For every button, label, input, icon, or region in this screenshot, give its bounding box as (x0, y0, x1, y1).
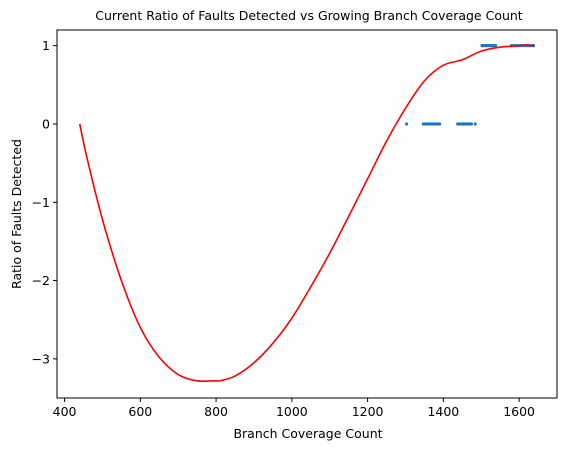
x-tick-label: 1000 (276, 404, 308, 419)
y-tick-label: 1 (42, 38, 50, 53)
scatter-point (494, 44, 498, 48)
x-tick-label: 400 (53, 404, 77, 419)
y-ticks: −3 −2 −1 0 1 (32, 38, 57, 366)
y-axis-label: Ratio of Faults Detected (9, 139, 24, 289)
x-tick-label: 1200 (352, 404, 384, 419)
fit-line (78, 44, 535, 383)
y-tick-label: −2 (32, 273, 50, 288)
scatter-point (405, 122, 409, 126)
x-ticks: 400 600 800 1000 1200 1400 1600 (53, 398, 535, 419)
plot-area (56, 29, 558, 399)
y-tick-label: 0 (42, 116, 50, 131)
x-tick-label: 800 (204, 404, 228, 419)
scatter-point (437, 122, 442, 126)
y-tick-label: −1 (32, 195, 50, 210)
x-tick-label: 600 (128, 404, 152, 419)
scatter-point (473, 122, 477, 126)
x-axis-label: Branch Coverage Count (233, 426, 382, 441)
x-tick-label: 1400 (427, 404, 459, 419)
scatter-point (469, 122, 473, 126)
y-tick-label: −3 (32, 351, 50, 366)
x-tick-label: 1600 (503, 404, 535, 419)
chart-title: Current Ratio of Faults Detected vs Grow… (95, 8, 523, 23)
